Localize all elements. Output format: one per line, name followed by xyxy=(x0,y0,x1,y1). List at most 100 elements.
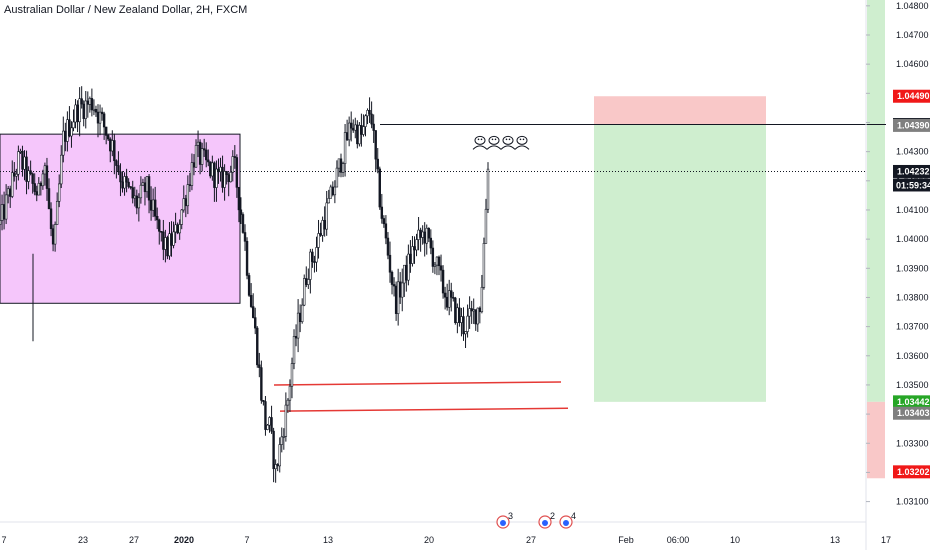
candle xyxy=(392,277,396,297)
price-badge-label: 1.04490 xyxy=(897,91,930,101)
take-profit-zone[interactable] xyxy=(594,124,766,402)
price-tick-label: 1.04000 xyxy=(896,234,929,244)
candle xyxy=(107,133,110,141)
scale-stop-highlight xyxy=(867,401,885,479)
time-axis[interactable]: 7 23 27 2020 7 13 20 27 Feb 06:00 10 13 17 xyxy=(1,535,891,545)
support-line[interactable] xyxy=(273,381,562,386)
price-tick-label: 1.04100 xyxy=(896,205,929,215)
candle xyxy=(427,227,430,243)
candle xyxy=(382,215,386,228)
candle xyxy=(41,169,45,190)
candle xyxy=(55,192,59,225)
time-tick-label: 10 xyxy=(730,535,740,545)
figure-icon xyxy=(500,135,516,150)
candle xyxy=(370,101,373,129)
candle xyxy=(333,180,337,204)
price-badge: 1.04232 xyxy=(893,164,930,178)
candle xyxy=(388,241,392,283)
time-tick-label: 13 xyxy=(830,535,840,545)
candle xyxy=(209,161,212,179)
price-badge-label: 1.04232 xyxy=(897,166,930,176)
price-badge-label: 1.03442 xyxy=(897,397,930,407)
candle xyxy=(117,151,120,176)
price-tick-label: 1.04300 xyxy=(896,147,929,157)
countdown-text: 01:59:34 xyxy=(896,180,932,190)
candle xyxy=(254,307,257,335)
figure-icon xyxy=(486,135,502,150)
candle xyxy=(127,178,130,189)
event-marker-count: 3 xyxy=(508,511,513,521)
candle xyxy=(286,398,290,414)
candle xyxy=(223,164,226,201)
candle xyxy=(464,331,467,348)
price-badge: 1.04390 xyxy=(893,118,930,132)
candle xyxy=(274,459,277,483)
candle xyxy=(282,428,286,450)
time-tick-label: 23 xyxy=(78,535,88,545)
candle xyxy=(80,86,83,109)
candle xyxy=(98,104,102,136)
candle xyxy=(349,111,353,142)
time-tick-label: 27 xyxy=(526,535,536,545)
candle xyxy=(102,111,106,140)
crowd-figures-drawing[interactable] xyxy=(472,135,530,150)
candle xyxy=(247,272,251,297)
candle xyxy=(200,142,204,172)
time-tick-label: 27 xyxy=(129,535,139,545)
support-line[interactable] xyxy=(279,407,569,412)
candle xyxy=(239,197,243,225)
candle xyxy=(137,193,141,222)
candle xyxy=(458,298,461,327)
event-marker[interactable]: 4 xyxy=(559,511,576,529)
candle xyxy=(249,283,253,309)
candle xyxy=(266,424,269,431)
candle xyxy=(186,175,190,215)
countdown-badge: 01:59:34 xyxy=(893,178,932,192)
candle xyxy=(437,255,441,276)
candle xyxy=(290,357,294,399)
candle xyxy=(235,154,239,198)
candle xyxy=(131,180,134,204)
candle xyxy=(401,268,404,312)
candle xyxy=(194,139,198,168)
event-marker-count: 2 xyxy=(550,511,555,521)
candle xyxy=(441,265,445,299)
candle xyxy=(450,282,453,312)
event-marker[interactable]: 3 xyxy=(496,511,513,529)
candle xyxy=(245,237,249,280)
candle xyxy=(431,240,435,273)
candle xyxy=(45,157,49,201)
candle xyxy=(280,427,283,453)
candle xyxy=(258,352,261,378)
event-marker[interactable]: 2 xyxy=(538,511,555,529)
candle xyxy=(84,90,87,129)
price-tick-label: 1.03100 xyxy=(896,497,929,507)
candle xyxy=(100,107,104,121)
candle xyxy=(72,109,75,132)
candle xyxy=(205,142,208,168)
price-badge: 1.04490 xyxy=(893,89,930,103)
price-tick-label: 1.03600 xyxy=(896,351,929,361)
candle xyxy=(90,88,94,117)
candle xyxy=(315,236,318,272)
time-tick-label: 13 xyxy=(323,535,333,545)
candle xyxy=(70,121,73,148)
stop-loss-zone[interactable] xyxy=(594,96,766,125)
event-marker-count: 4 xyxy=(571,511,576,521)
candle xyxy=(443,286,447,310)
event-markers[interactable]: 3 2 4 xyxy=(496,511,576,529)
candle xyxy=(190,153,194,191)
candle xyxy=(260,360,263,404)
candle xyxy=(104,126,108,145)
candle xyxy=(482,237,486,290)
candle xyxy=(454,296,457,325)
price-tick-label: 1.04700 xyxy=(896,30,929,40)
candle xyxy=(407,244,410,286)
candle xyxy=(386,232,390,260)
candle xyxy=(139,176,143,204)
candle xyxy=(411,235,414,267)
candle xyxy=(178,219,181,240)
consolidation-box[interactable] xyxy=(0,133,241,304)
candle xyxy=(60,145,63,189)
